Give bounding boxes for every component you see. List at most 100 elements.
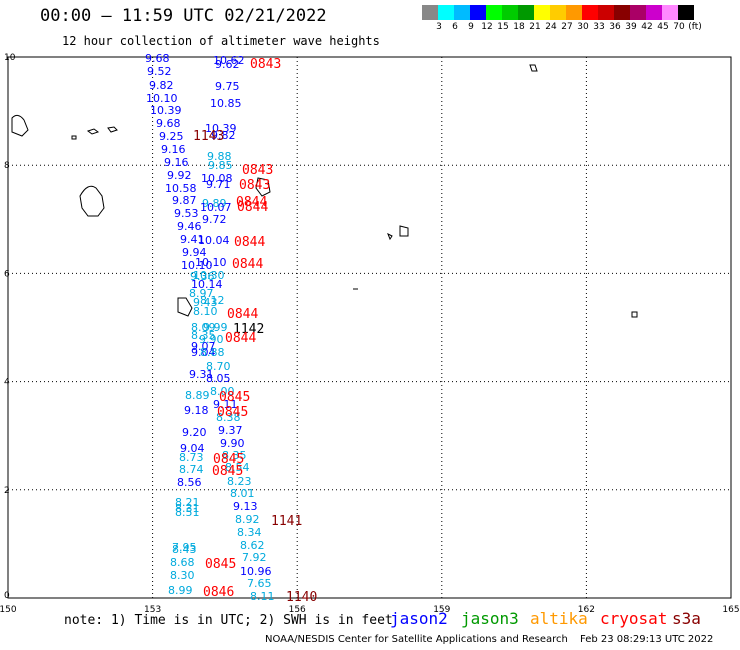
colorbar-swatch xyxy=(614,5,630,20)
island-outline xyxy=(255,177,271,197)
swh-value: 9.94 xyxy=(182,246,207,259)
island-outline xyxy=(71,135,77,140)
swh-value: 8.92 xyxy=(235,513,260,526)
swh-value: 9.16 xyxy=(161,143,186,156)
swh-value: 8.74 xyxy=(179,463,204,476)
swh-value: 10.58 xyxy=(165,182,197,195)
swh-value: 8.70 xyxy=(206,360,231,373)
swh-value: 10.04 xyxy=(198,234,230,247)
pass-time-label: 0845 xyxy=(205,557,236,572)
pass-time-label: 0845 xyxy=(217,405,248,420)
satellite-legend-cryosat: cryosat xyxy=(600,609,668,628)
colorbar-label: 36 xyxy=(609,22,621,32)
swh-value: 9.46 xyxy=(177,220,202,233)
colorbar-swatch xyxy=(598,5,614,20)
swh-value: 9.04 xyxy=(180,442,205,455)
swh-value: 9.13 xyxy=(233,500,258,513)
swh-value: 9.62 xyxy=(215,58,240,71)
satellite-legend-jason3: jason3 xyxy=(461,609,519,628)
colorbar-swatch xyxy=(422,5,438,20)
swh-value: 8.34 xyxy=(237,526,262,539)
x-tick-label: 156 xyxy=(289,605,306,615)
swh-value: 9.20 xyxy=(182,426,207,439)
colorbar-swatch xyxy=(518,5,534,20)
swh-value: 8.68 xyxy=(170,556,195,569)
swh-value: 9.43 xyxy=(193,296,218,309)
pass-time-label: 0843 xyxy=(242,163,273,178)
pass-time-label: 0844 xyxy=(227,307,258,322)
swh-value: 10.07 xyxy=(200,201,232,214)
swh-value: 9.36 xyxy=(190,270,215,283)
island-outline xyxy=(86,128,100,135)
colorbar-label: 3 xyxy=(436,22,442,32)
credit-line: NOAA/NESDIS Center for Satellite Applica… xyxy=(265,634,568,645)
swh-value: 8.00 xyxy=(210,385,235,398)
colorbar-swatch xyxy=(630,5,646,20)
pass-time-label: 0843 xyxy=(250,57,281,72)
swh-value: 8.12 xyxy=(200,294,225,307)
coastlines xyxy=(11,64,638,318)
island-outline xyxy=(11,114,29,137)
island-outline xyxy=(177,297,193,317)
swh-value: 10.10 xyxy=(146,92,178,105)
map-title: 00:00 – 11:59 UTC 02/21/2022 xyxy=(40,6,327,26)
swh-value: 9.07 xyxy=(191,340,216,353)
y-tick-label: 8 xyxy=(4,161,10,171)
swh-value: 8.54 xyxy=(225,461,250,474)
y-tick-label: 6 xyxy=(4,269,10,279)
swh-value: 8.11 xyxy=(250,590,275,603)
swh-value: 9.41 xyxy=(180,233,205,246)
colorbar-swatch xyxy=(582,5,598,20)
colorbar-swatch xyxy=(454,5,470,20)
colorbar-label: 30 xyxy=(577,22,589,32)
y-tick-label: 10 xyxy=(4,53,16,63)
swh-value: 9.85 xyxy=(208,159,233,172)
swh-value: 8.01 xyxy=(230,487,255,500)
colorbar-label: 33 xyxy=(593,22,605,32)
swh-value: 8.73 xyxy=(179,451,204,464)
colorbar-label: (ft) xyxy=(688,22,702,32)
pass-time-label: 0845 xyxy=(219,390,250,405)
swh-value: 9.68 xyxy=(145,52,170,65)
swh-value: 10.39 xyxy=(150,104,182,117)
pass-time-label: 0843 xyxy=(239,178,270,193)
island-outline xyxy=(399,225,409,237)
swh-value: 9.92 xyxy=(167,169,192,182)
swh-value: 9.90 xyxy=(199,333,224,346)
swh-value: 8.99 xyxy=(168,584,193,597)
swh-value: 7.95 xyxy=(172,541,197,554)
swh-value: 9.72 xyxy=(202,213,227,226)
colorbar-swatch xyxy=(678,5,694,20)
swh-value: 8.89 xyxy=(185,389,210,402)
swh-value: 7.92 xyxy=(242,551,267,564)
footer-note: note: 1) Time is in UTC; 2) SWH is in fe… xyxy=(64,613,393,628)
swh-value: 9.16 xyxy=(164,156,189,169)
pass-time-labels: 0843114308430843084408440844084408441142… xyxy=(193,57,317,605)
swh-value: 8.35 xyxy=(222,449,247,462)
swh-value: 7.65 xyxy=(247,577,272,590)
map-subtitle: 12 hour collection of altimeter wave hei… xyxy=(62,34,380,48)
pass-time-label: 1141 xyxy=(271,514,302,529)
satellite-legend-s3a: s3a xyxy=(672,609,701,628)
pass-time-label: 0846 xyxy=(203,585,234,600)
swh-value: 10.96 xyxy=(240,565,272,578)
swh-value: 9.75 xyxy=(215,80,240,93)
swh-value: 8.30 xyxy=(170,569,195,582)
swh-value: 8.56 xyxy=(177,476,202,489)
plot-frame xyxy=(7,56,732,599)
swh-value: 9.04 xyxy=(191,346,216,359)
island-outline xyxy=(631,311,638,318)
pass-time-label: 0844 xyxy=(237,200,268,215)
swh-value: 8.35 xyxy=(191,329,216,342)
colorbar-label: 18 xyxy=(513,22,525,32)
colorbar-swatch xyxy=(502,5,518,20)
colorbar-swatch xyxy=(662,5,678,20)
x-tick-label: 162 xyxy=(578,605,595,615)
swh-value: 8.09 xyxy=(191,321,216,334)
swh-value: 9.11 xyxy=(213,398,238,411)
swh-value: 8.05 xyxy=(206,372,231,385)
satellite-legend-altika: altika xyxy=(530,609,588,628)
colorbar-swatch xyxy=(534,5,550,20)
swh-value: 9.31 xyxy=(189,368,214,381)
colorbar-label: 42 xyxy=(641,22,653,32)
